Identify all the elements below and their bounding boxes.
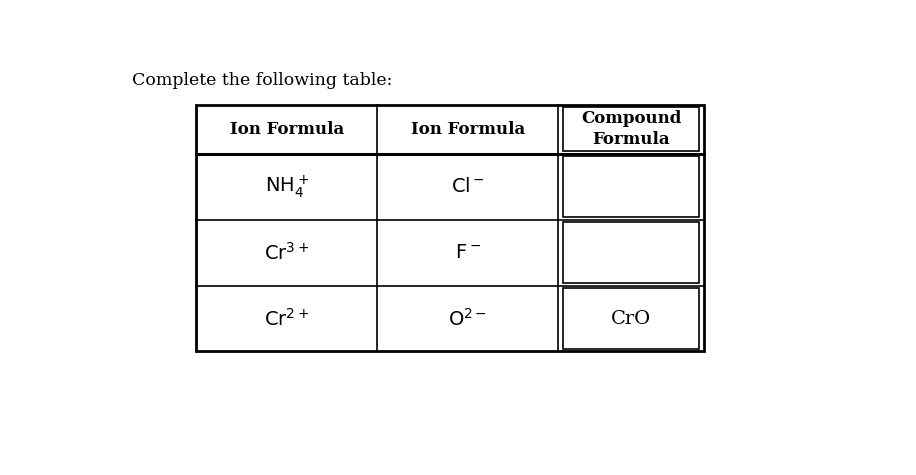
Text: $\mathrm{Cr^{2+}}$: $\mathrm{Cr^{2+}}$ (264, 307, 310, 330)
Text: $\mathrm{O^{2-}}$: $\mathrm{O^{2-}}$ (448, 307, 487, 330)
Text: Complete the following table:: Complete the following table: (132, 72, 393, 89)
Bar (563, 107, 699, 152)
Text: $\mathrm{Cr^{3+}}$: $\mathrm{Cr^{3+}}$ (264, 242, 310, 264)
Bar (563, 288, 699, 349)
Bar (196, 104, 703, 352)
Text: $\mathrm{Cl^-}$: $\mathrm{Cl^-}$ (451, 177, 485, 196)
Bar (563, 222, 699, 283)
Bar (563, 156, 699, 217)
Text: Ion Formula: Ion Formula (410, 121, 525, 138)
Text: CrO: CrO (611, 310, 651, 327)
Text: $\mathrm{NH_4^+}$: $\mathrm{NH_4^+}$ (265, 173, 309, 200)
Text: Ion Formula: Ion Formula (230, 121, 344, 138)
Text: Compound
Formula: Compound Formula (581, 110, 682, 148)
Text: $\mathrm{F^-}$: $\mathrm{F^-}$ (454, 244, 481, 262)
